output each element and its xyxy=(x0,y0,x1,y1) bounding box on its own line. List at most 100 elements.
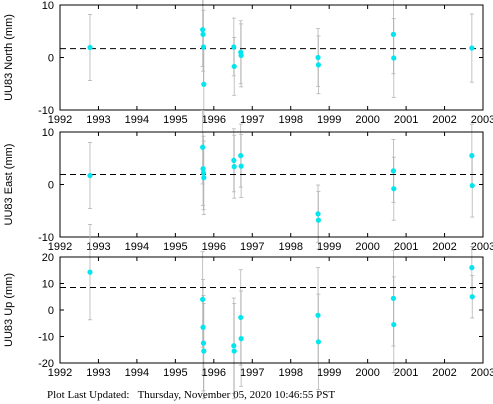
plot-frame xyxy=(59,131,484,238)
x-tick-label: 1999 xyxy=(317,241,341,253)
data-point xyxy=(315,211,321,217)
data-point xyxy=(238,336,244,342)
y-tick-label: 10 xyxy=(42,279,54,291)
y-axis-label: UU83 Up (mm) xyxy=(3,273,15,347)
panel-3: 1992 1993 1994 1995 1996 1997 1998 1999 2000 2001… xyxy=(3,224,493,400)
data-point xyxy=(87,269,93,275)
plot-frame xyxy=(59,256,484,364)
data-point xyxy=(201,81,207,87)
data-point xyxy=(200,31,206,37)
data-point xyxy=(315,339,322,345)
y-tick-label: 0 xyxy=(48,53,54,65)
data-point xyxy=(87,44,93,51)
x-tick-label: 2002 xyxy=(432,241,456,253)
y-tick-label: 20 xyxy=(42,252,54,264)
x-tick-label: 1992 xyxy=(48,367,72,379)
data-point xyxy=(469,153,475,159)
x-tick-label: 2002 xyxy=(432,114,456,126)
footer-timestamp: Thursday, November 05, 2020 10:46:55 PST xyxy=(137,389,336,401)
data-point xyxy=(238,163,244,169)
x-tick-label: 2000 xyxy=(355,241,379,253)
x-tick-label: 1994 xyxy=(125,367,149,379)
x-tick-label: 1998 xyxy=(278,367,302,379)
data-point xyxy=(391,55,397,61)
panel-2: 1992 1993 1994 1995 1996 1997 1998 1999 2000 2001… xyxy=(3,110,493,253)
x-tick-label: 1995 xyxy=(163,114,187,126)
data-point xyxy=(391,186,397,192)
data-point xyxy=(200,324,206,330)
x-tick-label: 1995 xyxy=(163,241,187,253)
x-tick-label: 2000 xyxy=(355,367,379,379)
y-tick-label: -20 xyxy=(38,358,54,370)
x-tick-label: 2001 xyxy=(394,241,418,253)
x-tick-label: 1997 xyxy=(240,114,264,126)
x-tick-label: 1995 xyxy=(163,367,187,379)
y-axis-label: UU83 North (mm) xyxy=(3,14,15,101)
data-point xyxy=(231,63,237,70)
y-tick-label: 0 xyxy=(48,305,54,317)
x-tick-label: 2003 xyxy=(471,241,493,253)
data-point xyxy=(390,168,397,174)
data-point xyxy=(469,294,475,300)
x-tick-label: 2003 xyxy=(471,367,493,379)
x-tick-label: 1993 xyxy=(86,114,110,126)
data-point xyxy=(231,348,237,354)
data-point xyxy=(200,296,206,302)
data-point xyxy=(231,157,237,163)
data-point xyxy=(315,54,321,61)
data-point xyxy=(315,217,322,223)
data-point xyxy=(200,44,207,50)
data-point xyxy=(200,170,207,176)
x-tick-label: 1993 xyxy=(86,367,110,379)
data-point xyxy=(200,144,206,150)
x-tick-label: 2002 xyxy=(432,367,456,379)
y-tick-label: 10 xyxy=(42,127,54,139)
x-tick-label: 1996 xyxy=(202,241,226,253)
data-point xyxy=(200,340,207,346)
x-tick-label: 1999 xyxy=(317,114,341,126)
x-tick-label: 1997 xyxy=(240,367,264,379)
data-point xyxy=(231,164,237,170)
x-tick-label: 1996 xyxy=(202,114,226,126)
x-tick-label: 1997 xyxy=(240,241,264,253)
data-point xyxy=(231,343,237,349)
y-tick-label: 0 xyxy=(48,180,54,192)
data-point xyxy=(238,52,244,59)
data-point xyxy=(469,45,475,51)
data-point xyxy=(231,44,237,50)
data-point xyxy=(200,27,206,33)
data-point xyxy=(469,265,475,271)
x-tick-label: 1998 xyxy=(278,114,302,126)
x-tick-label: 2000 xyxy=(355,114,379,126)
x-tick-label: 1992 xyxy=(48,114,72,126)
x-tick-label: 1993 xyxy=(86,241,110,253)
data-point xyxy=(238,153,244,159)
panel-1: 1992 1993 1994 1995 1996 1997 1998 1999 2000 2001… xyxy=(3,0,493,126)
x-tick-label: 1996 xyxy=(202,367,226,379)
plot-frame xyxy=(59,4,484,111)
data-point xyxy=(201,175,207,181)
data-point xyxy=(200,166,206,172)
data-point xyxy=(315,62,322,68)
data-point xyxy=(238,314,244,321)
x-tick-label: 2001 xyxy=(394,114,418,126)
y-axis-label: UU83 East (mm) xyxy=(3,144,15,226)
y-tick-label: -10 xyxy=(38,105,54,117)
data-point xyxy=(390,295,397,301)
data-point xyxy=(391,321,397,328)
x-tick-label: 1998 xyxy=(278,241,302,253)
x-tick-label: 1994 xyxy=(125,114,149,126)
data-point xyxy=(469,182,475,189)
x-tick-label: 2001 xyxy=(394,367,418,379)
data-point xyxy=(315,312,321,318)
x-tick-label: 1992 xyxy=(48,241,72,253)
y-tick-label: 10 xyxy=(42,0,54,12)
x-tick-label: 1994 xyxy=(125,241,149,253)
y-tick-label: -10 xyxy=(38,232,54,244)
footer: Plot Last Updated: Thursday, November 05… xyxy=(47,389,335,401)
data-point xyxy=(201,348,207,354)
data-point xyxy=(87,172,93,179)
y-tick-label: -10 xyxy=(38,332,54,344)
data-point xyxy=(390,31,397,37)
x-tick-label: 2003 xyxy=(471,114,493,126)
